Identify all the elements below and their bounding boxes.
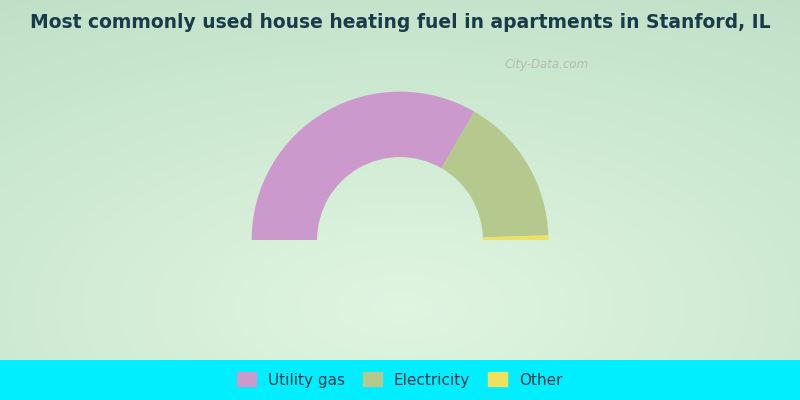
- Wedge shape: [252, 92, 474, 240]
- Wedge shape: [483, 235, 548, 240]
- Text: Most commonly used house heating fuel in apartments in Stanford, IL: Most commonly used house heating fuel in…: [30, 12, 770, 32]
- Legend: Utility gas, Electricity, Other: Utility gas, Electricity, Other: [231, 366, 569, 394]
- Wedge shape: [442, 112, 548, 237]
- Text: City-Data.com: City-Data.com: [505, 58, 589, 71]
